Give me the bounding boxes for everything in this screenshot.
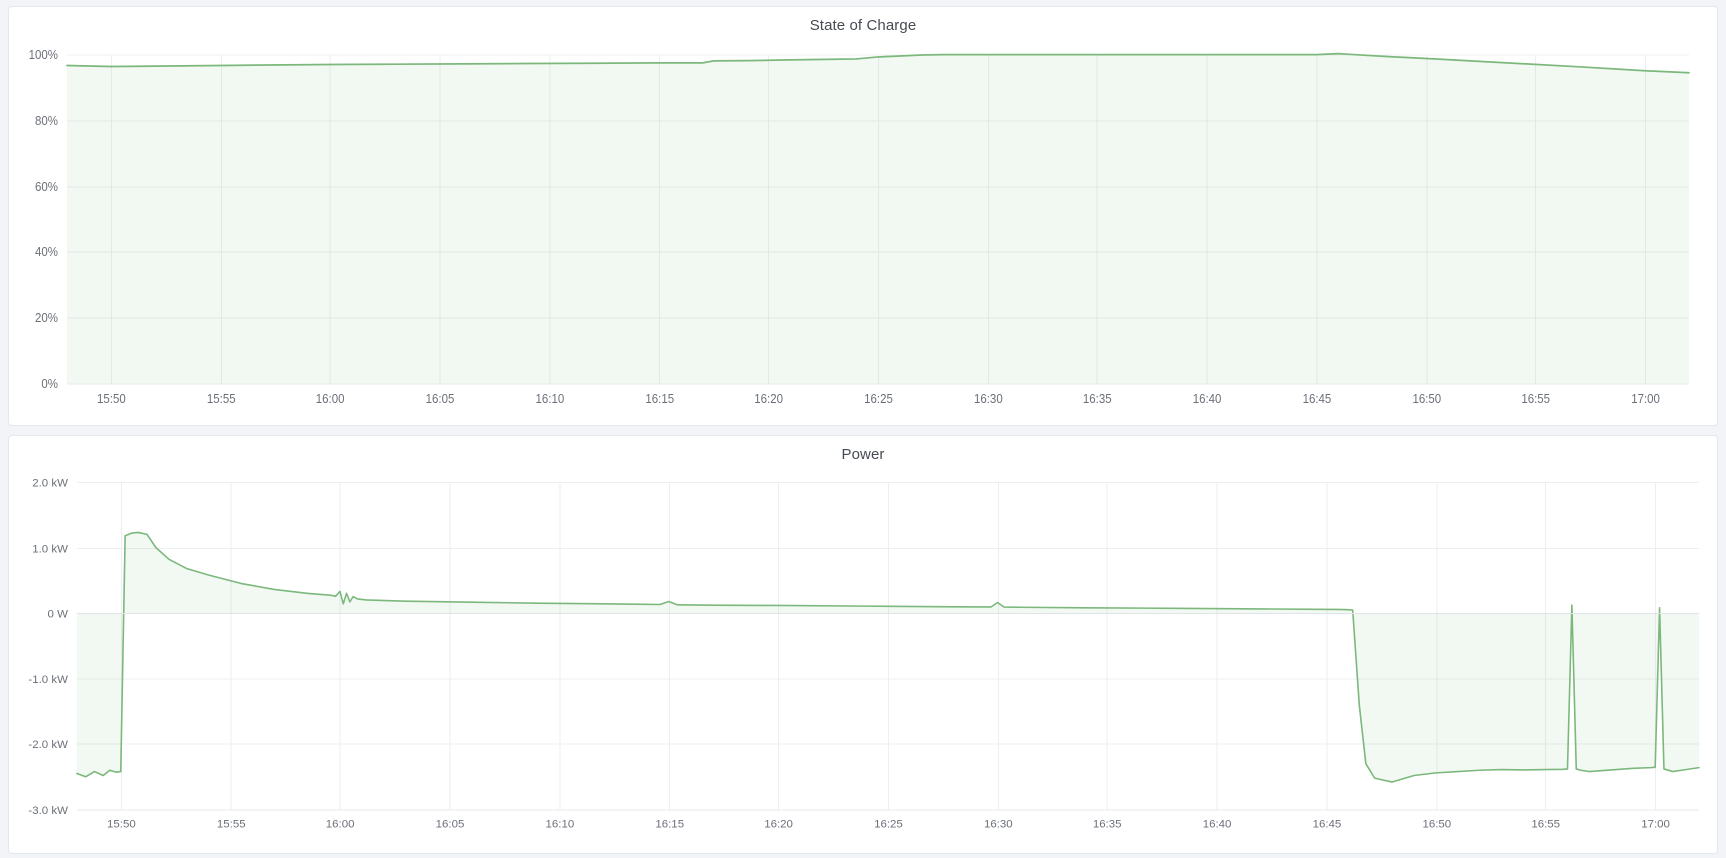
x-axis-tick-label: 16:15 — [645, 391, 674, 406]
x-axis-tick-label: 16:10 — [546, 818, 575, 830]
x-axis-tick-label: 16:30 — [974, 391, 1003, 406]
x-axis-tick-label: 17:00 — [1641, 818, 1670, 830]
x-axis-tick-label: 16:55 — [1531, 818, 1560, 830]
x-axis-tick-label: 16:00 — [316, 391, 345, 406]
y-axis-tick-label: 1.0 kW — [32, 543, 68, 555]
panel-title-power: Power — [841, 445, 885, 463]
x-axis-tick-label: 16:30 — [984, 818, 1013, 830]
x-axis-tick-label: 16:20 — [754, 391, 783, 406]
y-axis-tick-label: 20% — [35, 311, 58, 326]
series-line-state-of-charge — [66, 52, 1690, 74]
x-axis-tick-label: 16:25 — [874, 818, 903, 830]
chart-state-of-charge[interactable]: 100% 80% 60% 40% 20% 0% 15:50 15:55 16:00 16:05 16… — [9, 37, 1717, 425]
x-axis-tick-label: 15:50 — [97, 391, 126, 406]
y-axis-tick-label: 0 W — [48, 608, 69, 620]
y-axis-tick-label: 100% — [29, 48, 59, 63]
x-axis-tick-label: 16:45 — [1303, 391, 1332, 406]
series-area-power — [76, 531, 1700, 782]
y-axis-tick-label: -3.0 kW — [28, 805, 68, 817]
x-axis-tick-label: 16:35 — [1093, 818, 1122, 830]
x-axis-tick-label: 16:40 — [1203, 818, 1232, 830]
y-axis-tick-label: 60% — [35, 180, 58, 195]
x-axis-tick-label: 15:55 — [207, 391, 236, 406]
panel-power: Power 2.0 kW 1.0 kW 0 W -1.0 kW -2.0 kW -3.0 … — [8, 434, 1718, 854]
x-axis-tick-label: 17:00 — [1631, 391, 1660, 406]
y-axis-tick-label: -1.0 kW — [28, 674, 68, 686]
y-axis-tick-label: 2.0 kW — [32, 477, 68, 489]
x-axis-tick-label: 16:50 — [1422, 818, 1451, 830]
x-axis-tick-label: 16:10 — [536, 391, 565, 406]
panel-title-state-of-charge: State of Charge — [809, 17, 917, 34]
x-axis-tick-label: 16:45 — [1313, 818, 1342, 830]
y-axis-tick-label: 40% — [35, 245, 58, 260]
x-axis-tick-label: 16:40 — [1193, 391, 1222, 406]
x-axis-tick-label: 16:35 — [1083, 391, 1112, 406]
power-plot[interactable]: 2.0 kW 1.0 kW 0 W -1.0 kW -2.0 kW -3.0 kW 15:5… — [9, 466, 1717, 854]
y-axis-tick-label: 80% — [35, 114, 58, 129]
x-axis-tick-label: 15:55 — [217, 818, 246, 830]
x-axis-tick-label: 16:50 — [1412, 391, 1441, 406]
x-axis-tick-label: 16:05 — [436, 818, 465, 830]
x-axis-tick-label: 16:00 — [326, 818, 355, 830]
state-of-charge-plot[interactable]: 100% 80% 60% 40% 20% 0% 15:50 15:55 16:00 16:05 16… — [9, 37, 1717, 425]
x-axis-tick-label: 16:55 — [1521, 391, 1550, 406]
series-line-power — [76, 531, 1700, 783]
x-axis-tick-label: 15:50 — [107, 818, 136, 830]
x-axis-tick-label: 16:20 — [764, 818, 793, 830]
x-axis-tick-label: 16:25 — [864, 391, 893, 406]
x-axis-tick-label: 16:15 — [655, 818, 684, 830]
series-area-state-of-charge — [66, 53, 1690, 384]
x-axis-tick-label: 16:05 — [426, 391, 455, 406]
panel-state-of-charge: State of Charge 100% 80% 60% 40% 20% 0% 15:50 1… — [8, 6, 1718, 426]
y-axis-tick-label: -2.0 kW — [28, 739, 68, 751]
chart-power[interactable]: 2.0 kW 1.0 kW 0 W -1.0 kW -2.0 kW -3.0 kW 15:5… — [9, 466, 1717, 854]
y-axis-tick-label: 0% — [41, 377, 58, 392]
